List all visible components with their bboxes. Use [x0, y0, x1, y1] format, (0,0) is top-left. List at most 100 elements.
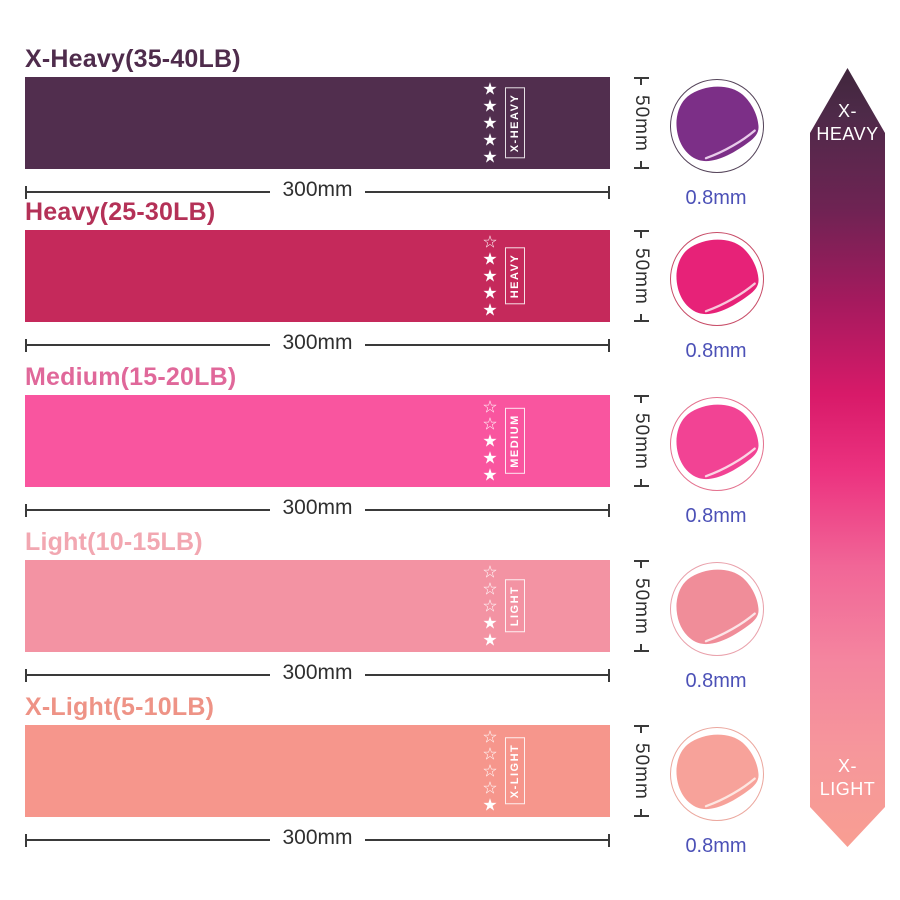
dimension-line	[27, 344, 271, 346]
width-dimension: 300mm	[25, 331, 610, 354]
folded-band-illustration	[676, 569, 759, 645]
thickness-label: 0.8mm	[685, 505, 747, 527]
dimension-line	[364, 839, 608, 841]
resistance-scale-arrow: X- HEAVY X- LIGHT	[810, 68, 885, 847]
dimension-tick	[633, 725, 649, 733]
dimension-tick	[608, 185, 610, 199]
star-icon: ☆	[482, 562, 498, 582]
star-icon: ★	[482, 113, 498, 133]
dimension-tick	[25, 833, 27, 847]
thickness-photo	[670, 79, 764, 173]
star-icon: ★	[482, 465, 498, 485]
dimension-tick	[25, 338, 27, 352]
band-title: X-Heavy(35-40LB)	[25, 45, 241, 73]
dimension-tick	[608, 338, 610, 352]
thickness-photo	[670, 727, 764, 821]
dimension-tick	[633, 478, 649, 487]
scale-bottom-label-line1: X-	[838, 756, 857, 776]
star-icon: ☆	[482, 414, 498, 434]
dimension-line	[364, 191, 608, 193]
dimension-tick	[633, 313, 649, 322]
star-icon: ★	[482, 147, 498, 167]
dimension-tick	[633, 643, 649, 652]
dimension-line	[27, 509, 271, 511]
thickness-photo	[670, 397, 764, 491]
band-title: X-Light(5-10LB)	[25, 693, 215, 721]
star-icon: ☆	[482, 744, 498, 764]
folded-band-illustration	[676, 86, 759, 162]
width-dimension: 300mm	[25, 178, 610, 201]
thickness-label: 0.8mm	[685, 835, 747, 857]
star-rating: ☆ ☆ ☆ ☆ ★	[477, 729, 503, 814]
star-icon: ☆	[482, 579, 498, 599]
dimension-tick	[633, 160, 649, 169]
dimension-tick	[608, 668, 610, 682]
star-icon: ★	[482, 266, 498, 286]
star-icon: ★	[482, 283, 498, 303]
height-dimension-label: 50mm	[631, 94, 652, 152]
band-bar: ☆ ☆ ☆ ☆ ★ X-LIGHT	[25, 725, 610, 817]
star-icon: ★	[482, 630, 498, 650]
star-rating: ☆ ☆ ★ ★ ★	[477, 399, 503, 484]
folded-band-illustration	[676, 404, 759, 480]
star-icon: ☆	[482, 232, 498, 252]
dimension-tick	[25, 185, 27, 199]
band-tag-label: X-LIGHT	[505, 737, 525, 805]
dimension-tick	[633, 560, 649, 568]
star-icon: ★	[482, 130, 498, 150]
star-icon: ★	[482, 79, 498, 99]
star-icon: ☆	[482, 397, 498, 417]
band-bar: ☆ ☆ ☆ ★ ★ LIGHT	[25, 560, 610, 652]
dimension-tick	[633, 230, 649, 238]
band-row-x-heavy: X-Heavy(35-40LB) ★ ★ ★ ★ ★ X-HEAVY 300mm…	[0, 45, 900, 209]
star-icon: ☆	[482, 596, 498, 616]
height-dimension: 50mm	[628, 725, 654, 817]
dimension-line	[364, 344, 608, 346]
dimension-line	[27, 674, 271, 676]
band-row-medium: Medium(15-20LB) ☆ ☆ ★ ★ ★ MEDIUM 300mm 5…	[0, 363, 900, 527]
band-tag-label: LIGHT	[505, 579, 525, 633]
scale-top-label-line1: X-	[838, 101, 857, 121]
dimension-line	[364, 509, 608, 511]
width-dimension: 300mm	[25, 661, 610, 684]
width-dimension-label: 300mm	[282, 826, 353, 849]
band-tag-label: X-HEAVY	[505, 87, 525, 159]
scale-top-label-line2: HEAVY	[816, 124, 879, 144]
band-row-light: Light(10-15LB) ☆ ☆ ☆ ★ ★ LIGHT 300mm 50m…	[0, 528, 900, 692]
dimension-tick	[633, 808, 649, 817]
height-dimension: 50mm	[628, 560, 654, 652]
star-rating: ★ ★ ★ ★ ★	[477, 81, 503, 166]
dimension-tick	[633, 395, 649, 403]
star-rating: ☆ ★ ★ ★ ★	[477, 234, 503, 319]
star-rating: ☆ ☆ ☆ ★ ★	[477, 564, 503, 649]
width-dimension-label: 300mm	[282, 331, 353, 354]
folded-band-illustration	[676, 239, 759, 315]
thickness-photo	[670, 562, 764, 656]
height-dimension: 50mm	[628, 230, 654, 322]
band-bar: ☆ ☆ ★ ★ ★ MEDIUM	[25, 395, 610, 487]
thickness-photo	[670, 232, 764, 326]
band-title: Light(10-15LB)	[25, 528, 203, 556]
height-dimension-label: 50mm	[631, 412, 652, 470]
band-title: Medium(15-20LB)	[25, 363, 237, 391]
band-title: Heavy(25-30LB)	[25, 198, 216, 226]
band-tag-label: HEAVY	[505, 247, 525, 305]
star-icon: ★	[482, 96, 498, 116]
width-dimension-label: 300mm	[282, 496, 353, 519]
width-dimension: 300mm	[25, 496, 610, 519]
thickness-label: 0.8mm	[685, 670, 747, 692]
dimension-line	[27, 191, 271, 193]
dimension-tick	[608, 833, 610, 847]
thickness-label: 0.8mm	[685, 340, 747, 362]
height-dimension-label: 50mm	[631, 247, 652, 305]
star-icon: ☆	[482, 778, 498, 798]
gradient-arrow-shape	[810, 68, 885, 847]
star-icon: ☆	[482, 727, 498, 747]
star-icon: ★	[482, 431, 498, 451]
band-bar: ☆ ★ ★ ★ ★ HEAVY	[25, 230, 610, 322]
dimension-tick	[25, 503, 27, 517]
folded-band-illustration	[676, 734, 759, 810]
dimension-tick	[608, 503, 610, 517]
scale-top-label: X- HEAVY	[810, 100, 885, 146]
band-row-x-light: X-Light(5-10LB) ☆ ☆ ☆ ☆ ★ X-LIGHT 300mm …	[0, 693, 900, 857]
